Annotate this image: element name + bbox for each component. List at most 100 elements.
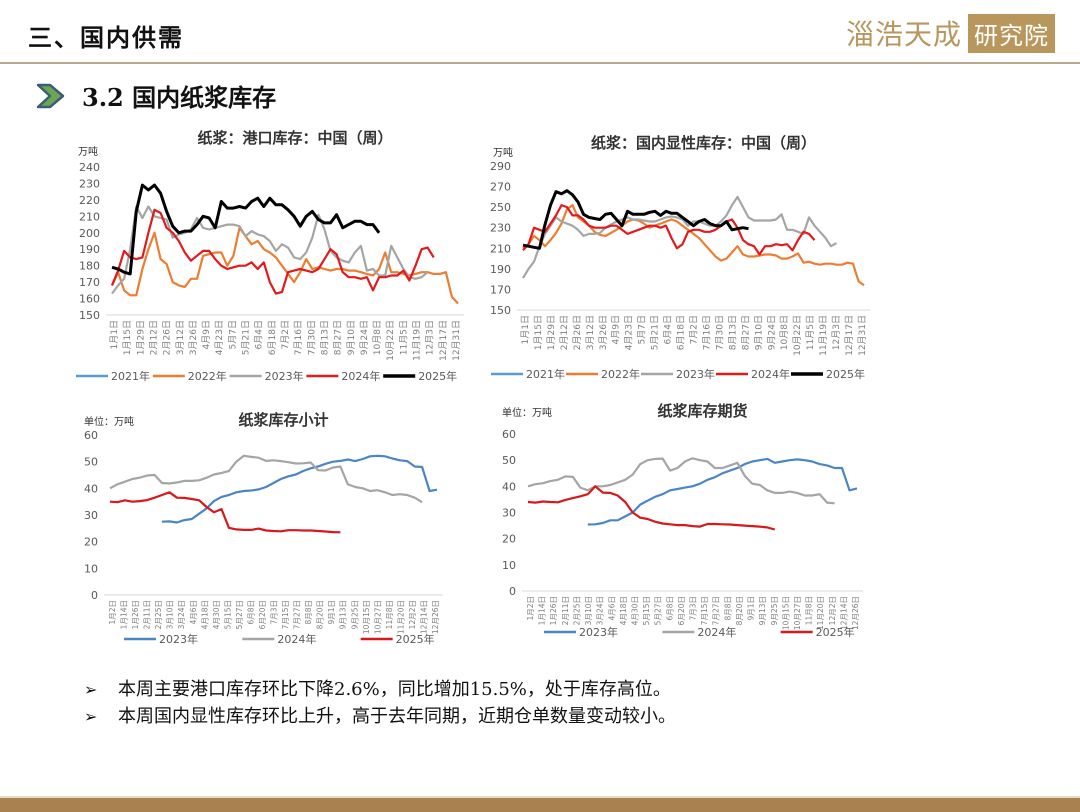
legend-item: 2023年	[229, 369, 304, 383]
x-tick-label: 4月18日	[200, 600, 209, 629]
x-tick-label: 6月20日	[258, 600, 267, 629]
chart-port-inventory: 纸浆：港口库存：中国（周） 万吨 150 160 170 180 190 200 210 220 2…	[70, 125, 470, 390]
x-tick-label: 4月9日	[611, 315, 622, 344]
x-tick-label: 7月15日	[281, 600, 290, 629]
bullet-item: ➢ 本周国内显性库存环比上升，高于去年同期，近期仓单数量变动较小。	[84, 703, 676, 730]
legend-label: 2024年	[697, 625, 736, 639]
x-tick-label: 3月24日	[596, 596, 605, 625]
series-line-2025	[527, 485, 776, 531]
x-tick-label: 5月27日	[654, 596, 663, 625]
y-axis-unit: 万吨	[78, 145, 98, 158]
x-tick-label: 2月11日	[143, 600, 152, 629]
x-tick-label: 1月26日	[131, 600, 140, 629]
x-tick-label: 8月27日	[740, 315, 751, 350]
x-tick-label: 9月1日	[747, 596, 756, 621]
legend-label: 2023年	[579, 625, 618, 639]
x-tick-label: 5月7日	[227, 320, 238, 349]
x-tick-label: 6月8日	[246, 600, 255, 625]
legend-label: 2023年	[676, 367, 715, 381]
y-tick-label: 10	[84, 562, 98, 575]
legend-label: 2025年	[396, 632, 435, 646]
x-tick-label: 9月24日	[359, 320, 370, 355]
y-tick-label: 240	[79, 161, 100, 174]
x-tick-label: 5月15日	[642, 596, 651, 625]
x-tick-label: 7月27日	[712, 596, 721, 625]
x-tick-label: 9月13日	[339, 600, 348, 629]
chart-title: 纸浆库存期货	[657, 402, 747, 420]
x-tick-label: 10月8日	[779, 315, 790, 350]
y-tick-label: 20	[502, 533, 516, 546]
y-axis-unit: 单位：万吨	[502, 406, 552, 419]
x-tick-label: 6月8日	[665, 596, 674, 621]
legend-label: 2022年	[188, 369, 227, 383]
x-tick-label: 7月30日	[714, 315, 725, 350]
chevron-right-icon	[36, 83, 65, 108]
x-tick-label: 8月20日	[316, 600, 325, 629]
x-tick-label: 12月2日	[408, 600, 417, 629]
x-tick-label: 12月31日	[451, 320, 462, 361]
y-tick-label: 170	[79, 276, 100, 289]
x-tick-label: 11月5日	[398, 320, 409, 355]
x-tick-label: 4月9日	[201, 320, 212, 349]
bullet-text: 本周国内显性库存环比上升，高于去年同期，近期仓单数量变动较小。	[118, 706, 676, 727]
y-tick-label: 60	[502, 428, 516, 441]
y-tick-label: 150	[490, 304, 511, 317]
legend-item: 2024年	[242, 632, 316, 646]
x-tick-label: 2月25日	[154, 600, 163, 629]
x-tick-label: 1月26日	[549, 596, 558, 625]
arrow-bullet-icon: ➢	[84, 707, 98, 726]
x-tick-label: 8月8日	[304, 600, 313, 625]
x-tick-label: 8月20日	[735, 596, 744, 625]
legend-item: 2021年	[76, 369, 150, 383]
x-tick-label: 1月1日	[109, 320, 120, 349]
legend-label: 2023年	[159, 632, 198, 646]
legend-label: 2022年	[601, 367, 640, 381]
legend-item: 2022年	[566, 367, 640, 381]
y-tick-label: 30	[502, 507, 516, 520]
y-tick-label: 180	[79, 260, 100, 273]
y-tick-label: 190	[79, 243, 100, 256]
x-tick-label: 1月2日	[108, 600, 117, 625]
x-tick-label: 11月20日	[816, 596, 825, 630]
x-tick-label: 11月20日	[396, 600, 405, 634]
y-tick-label: 60	[84, 429, 98, 442]
y-axis-unit: 万吨	[493, 146, 513, 159]
y-axis-unit: 单位：万吨	[84, 415, 134, 428]
chart-visible-inventory: 纸浆：国内显性库存：中国（周） 万吨 150 170 190 210 230 250 270 29…	[485, 128, 880, 390]
x-tick-label: 1月15日	[533, 315, 544, 350]
x-tick-label: 5月21日	[650, 315, 661, 350]
x-tick-label: 11月5日	[805, 315, 816, 350]
x-tick-label: 4月6日	[607, 596, 616, 621]
x-tick-label: 10月15日	[781, 596, 790, 630]
x-tick-label: 12月2日	[828, 596, 837, 625]
series-line-2024	[110, 208, 435, 295]
x-tick-label: 7月16日	[701, 315, 712, 350]
x-tick-label: 9月25日	[770, 596, 779, 625]
y-tick-label: 0	[91, 589, 98, 602]
chart-svg: 纸浆：港口库存：中国（周） 万吨 150 160 170 180 190 200 210 220 2…	[76, 129, 464, 383]
header-divider	[0, 62, 1080, 64]
chart-futures-inventory: 纸浆库存期货 单位：万吨 0 10 20 30 40 50 60 1月2日 1月14日 1月26日 2月…	[498, 398, 873, 643]
x-tick-label: 2月26日	[162, 320, 173, 355]
x-tick-label: 10月22日	[385, 320, 396, 361]
x-tick-label: 6月20日	[677, 596, 686, 625]
x-tick-label: 6月18日	[676, 315, 687, 350]
x-tick-label: 8月13日	[319, 320, 330, 355]
legend-item: 2023年	[124, 632, 198, 646]
section-heading: 3.2 国内纸浆库存	[36, 78, 276, 113]
x-tick-label: 7月30日	[306, 320, 317, 355]
y-tick-label: 230	[79, 177, 100, 190]
x-tick-label: 2月12日	[559, 315, 570, 350]
x-tick-label: 12月17日	[844, 315, 855, 356]
legend-label: 2023年	[265, 369, 304, 383]
footer-bar	[0, 796, 1080, 812]
x-tick-label: 12月17日	[438, 320, 449, 361]
x-tick-label: 4月23日	[214, 320, 225, 355]
logo-text: 淄浩天成	[846, 18, 963, 51]
x-tick-label: 6月18日	[267, 320, 278, 355]
x-tick-label: 8月27日	[333, 320, 344, 355]
chart-svg: 纸浆：国内显性库存：中国（周） 万吨 150 170 190 210 230 250 270 29…	[490, 134, 870, 381]
x-tick-label: 5月15日	[223, 600, 232, 629]
